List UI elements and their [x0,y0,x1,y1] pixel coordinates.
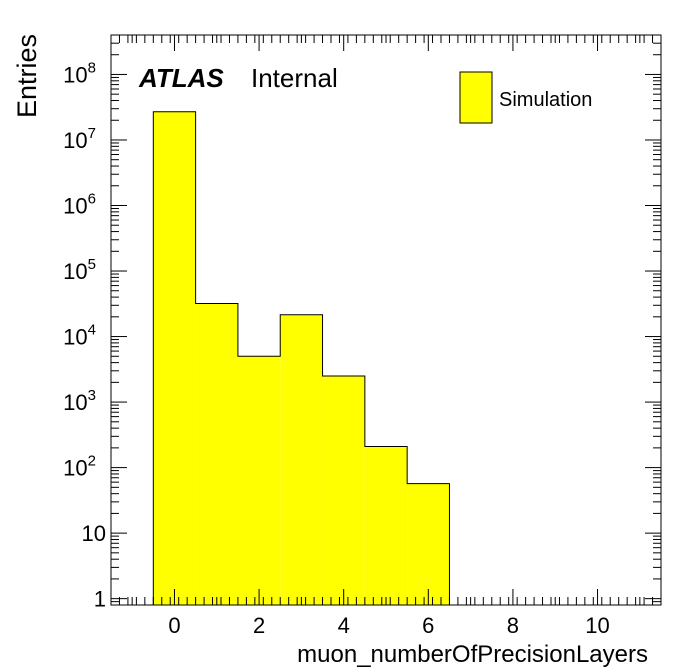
atlas-label: ATLAS [138,63,224,93]
axis-ticks [110,34,662,606]
y-tick-label: 106 [63,190,96,218]
x-tick-label: 2 [253,613,265,638]
histogram-bar [237,356,281,605]
histogram-bar [280,314,323,605]
x-tick-label: 0 [168,613,180,638]
x-tick-label: 4 [338,613,350,638]
y-tick-label: 104 [63,322,96,350]
y-axis-label: Entries [12,34,42,118]
x-axis-label: muon_numberOfPrecisionLayers [297,641,648,668]
histogram-bar [322,375,365,605]
status-label: Internal [251,63,338,93]
y-tick-label: 10 [82,521,106,546]
x-tick-label: 8 [507,613,519,638]
y-tick-labels: 1 10 102 103 104 105 106 107 108 [63,59,106,611]
histogram-bars [152,111,450,605]
y-tick-label: 1 [94,587,106,612]
y-tick-label: 108 [63,59,96,87]
legend-label: Simulation [499,89,592,111]
histogram-bar [407,483,450,605]
histogram-bar [153,111,196,605]
x-tick-labels: 0 2 4 6 8 10 [168,613,609,638]
histogram-bar [364,446,408,605]
legend-swatch [459,71,493,124]
y-tick-label: 103 [63,387,96,415]
histogram-bar [195,303,238,605]
y-tick-label: 102 [63,453,96,481]
histogram-outline [152,111,450,605]
y-tick-label: 105 [63,256,96,284]
x-tick-label: 6 [422,613,434,638]
x-tick-label: 10 [585,613,609,638]
y-tick-label: 107 [63,125,96,153]
